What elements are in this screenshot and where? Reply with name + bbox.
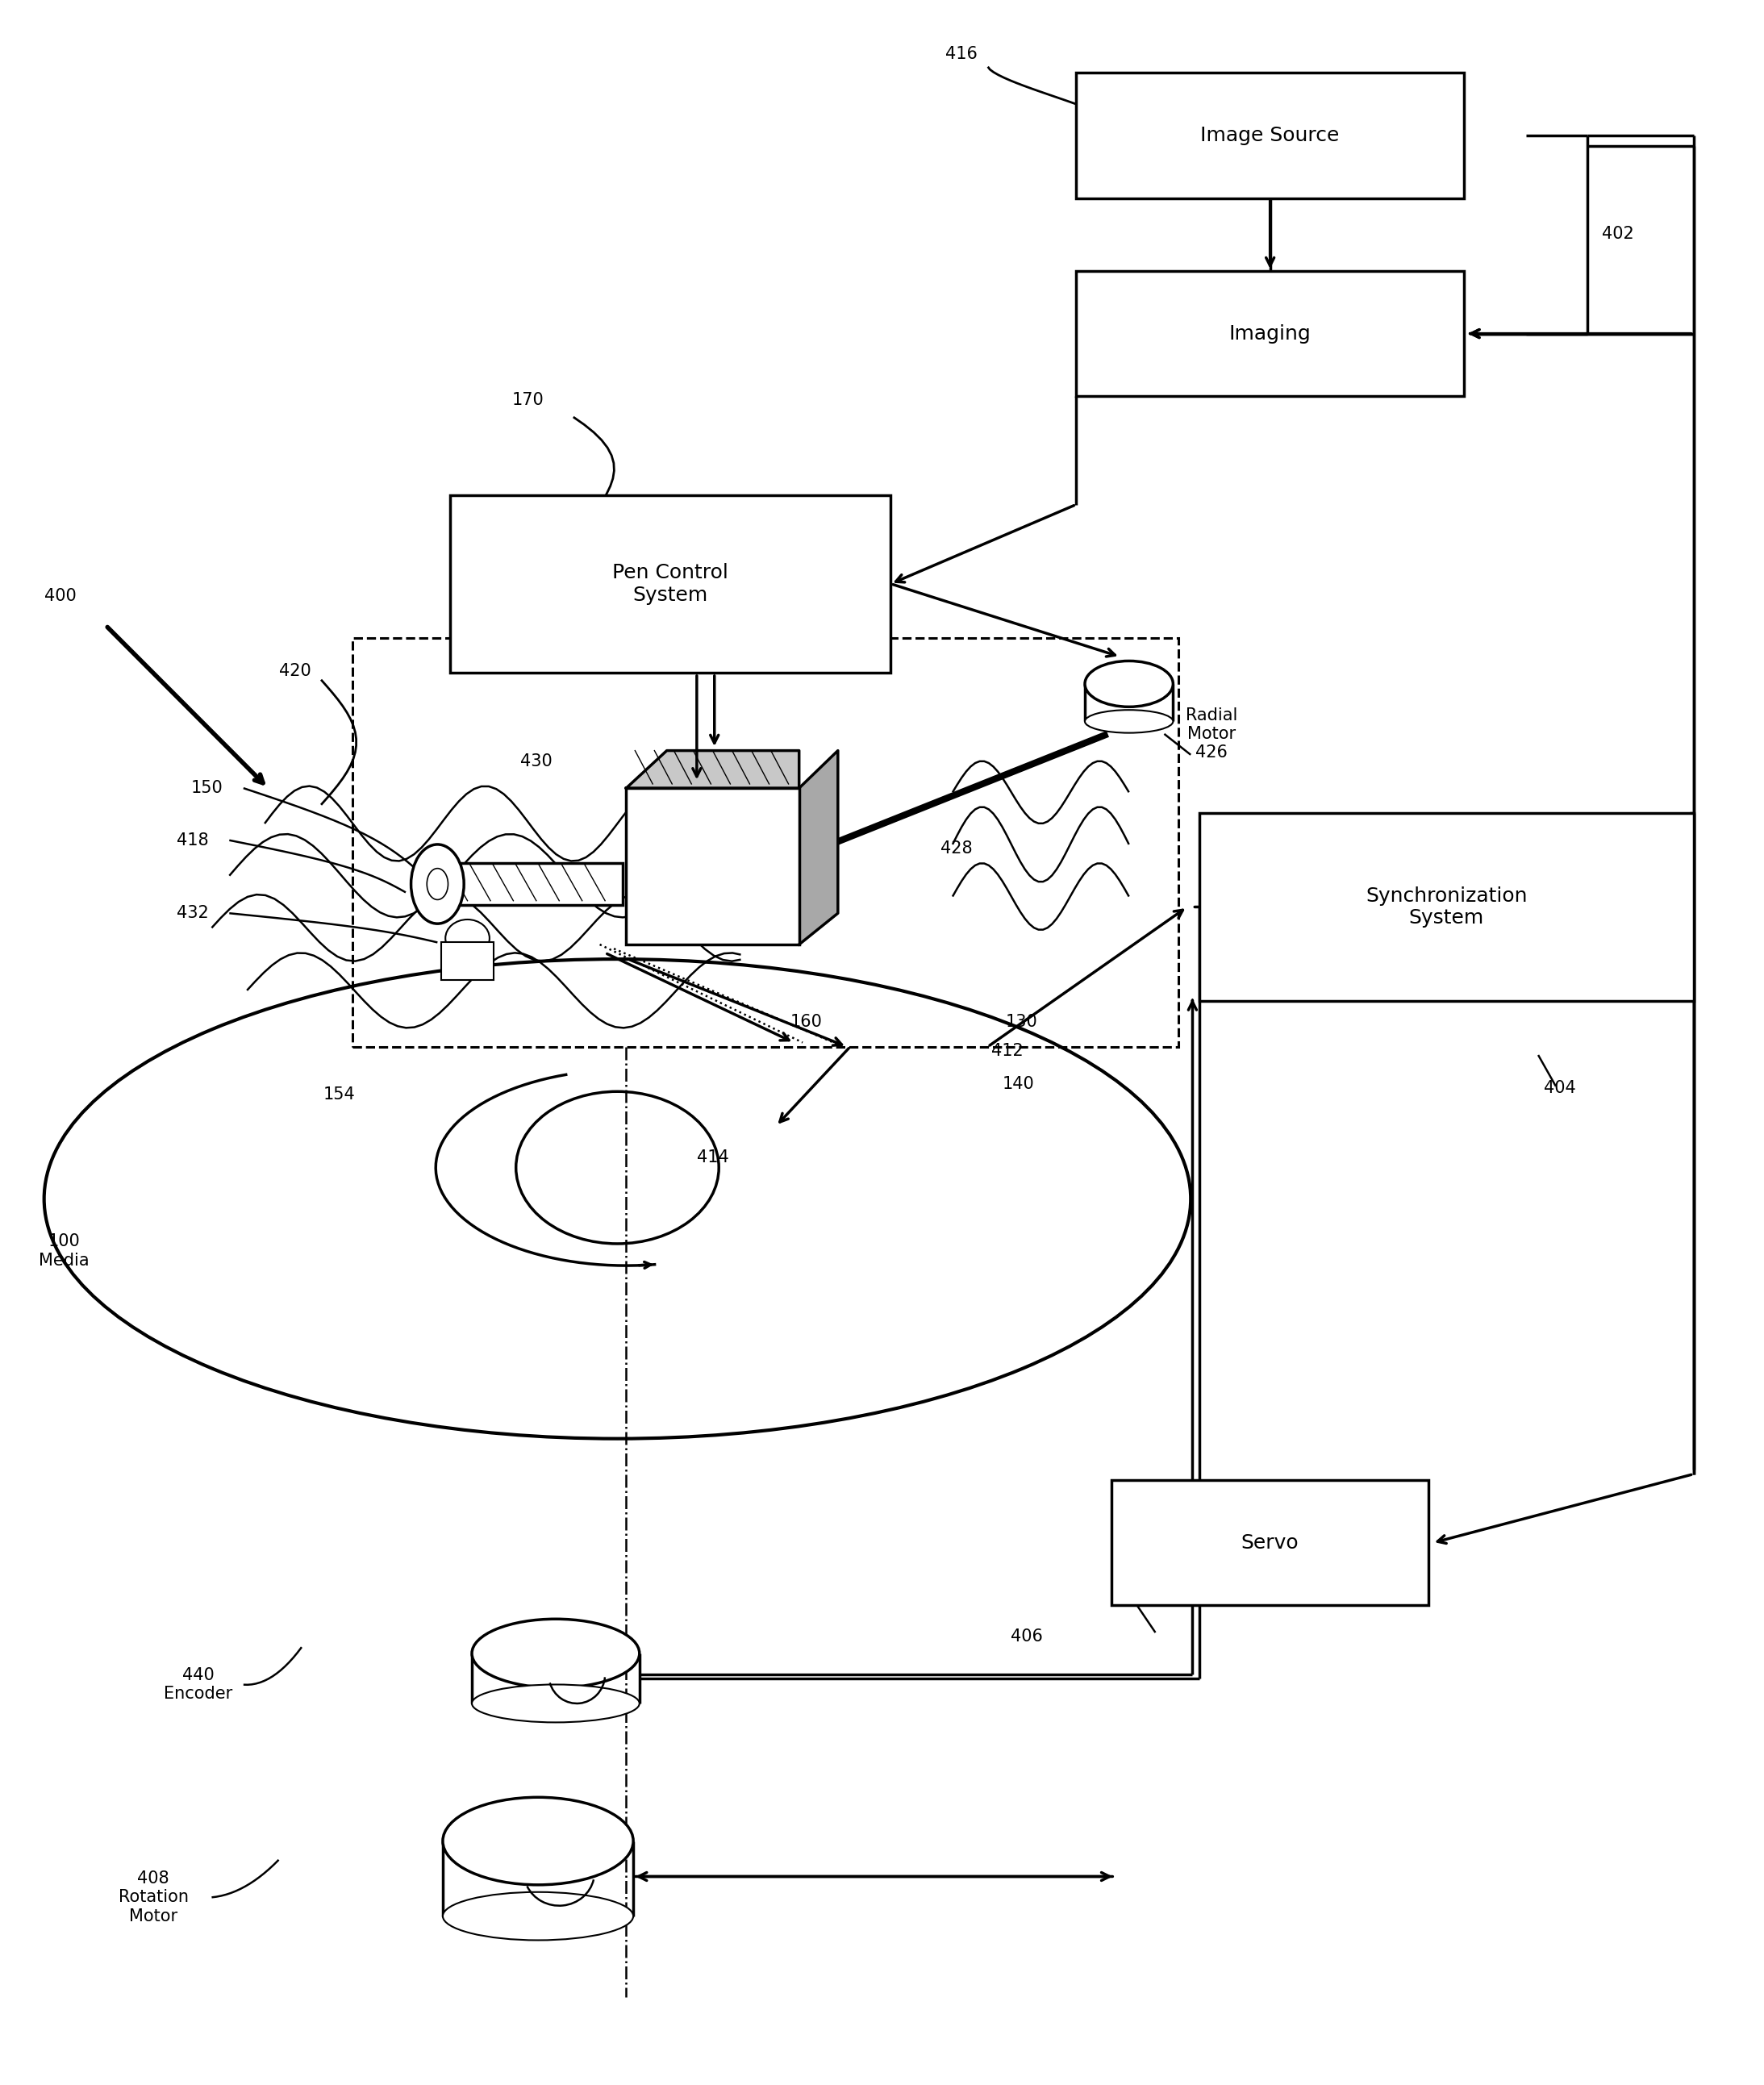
FancyBboxPatch shape: [441, 942, 494, 980]
Ellipse shape: [446, 919, 490, 957]
Ellipse shape: [443, 1797, 633, 1885]
Text: Pen Control
System: Pen Control System: [612, 563, 729, 605]
FancyBboxPatch shape: [1200, 813, 1693, 1001]
Text: Radial
Motor
426: Radial Motor 426: [1185, 707, 1237, 761]
Text: 402: 402: [1602, 225, 1633, 242]
FancyBboxPatch shape: [1111, 1480, 1429, 1605]
Text: 408
Rotation
Motor: 408 Rotation Motor: [118, 1870, 189, 1924]
Text: 400: 400: [44, 588, 76, 605]
Text: 100
Media: 100 Media: [39, 1234, 90, 1268]
Text: 150: 150: [191, 780, 222, 796]
Text: 440
Encoder: 440 Encoder: [164, 1668, 233, 1701]
FancyBboxPatch shape: [1076, 73, 1464, 198]
Ellipse shape: [1085, 709, 1173, 732]
Text: 432: 432: [176, 905, 208, 922]
Text: 414: 414: [697, 1149, 729, 1166]
Polygon shape: [799, 751, 838, 945]
Text: 420: 420: [279, 663, 310, 680]
Ellipse shape: [471, 1618, 639, 1689]
Text: 412: 412: [991, 1042, 1023, 1059]
Ellipse shape: [471, 1685, 639, 1722]
FancyBboxPatch shape: [437, 863, 623, 905]
Text: 130: 130: [1005, 1013, 1037, 1030]
Text: 170: 170: [512, 392, 543, 409]
Text: 428: 428: [940, 840, 972, 857]
Polygon shape: [626, 751, 799, 788]
Text: 406: 406: [1011, 1628, 1043, 1645]
Ellipse shape: [443, 1891, 633, 1941]
Ellipse shape: [411, 844, 464, 924]
FancyBboxPatch shape: [450, 496, 891, 673]
Ellipse shape: [427, 869, 448, 901]
Text: 140: 140: [1002, 1076, 1034, 1093]
FancyBboxPatch shape: [626, 788, 799, 945]
Text: 160: 160: [790, 1013, 822, 1030]
Text: 430: 430: [520, 753, 552, 769]
FancyBboxPatch shape: [1076, 271, 1464, 396]
Text: Servo: Servo: [1242, 1532, 1298, 1553]
Text: 418: 418: [176, 832, 208, 849]
Ellipse shape: [1085, 661, 1173, 707]
Text: 404: 404: [1544, 1080, 1575, 1097]
Text: Imaging: Imaging: [1230, 323, 1311, 344]
Text: Synchronization
System: Synchronization System: [1365, 886, 1528, 928]
Text: Image Source: Image Source: [1201, 125, 1339, 146]
Text: 154: 154: [323, 1086, 355, 1103]
Text: 416: 416: [946, 46, 977, 63]
